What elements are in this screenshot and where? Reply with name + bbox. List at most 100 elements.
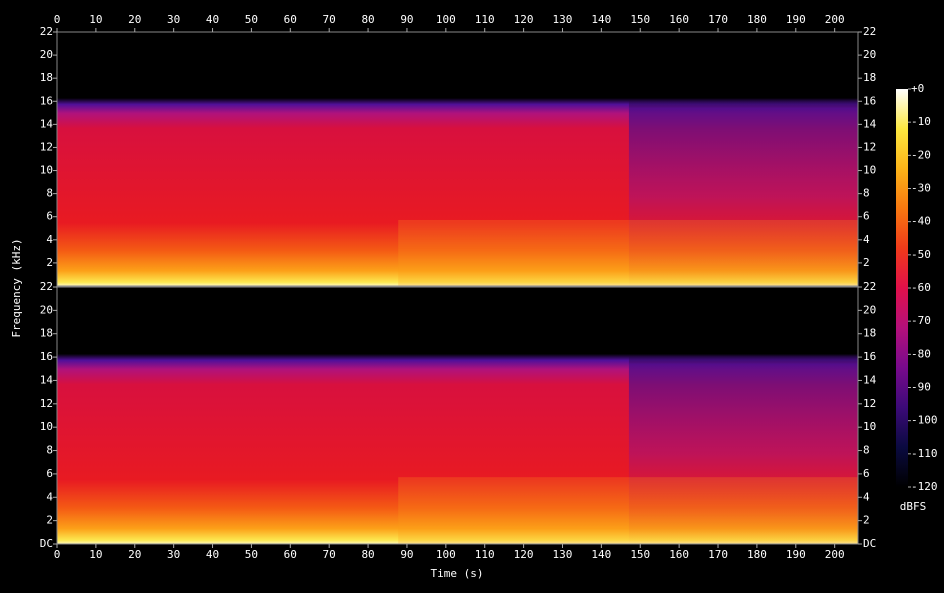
y-tick-label-right: 10 bbox=[863, 164, 876, 177]
x-tick-label-top: 80 bbox=[361, 13, 374, 26]
y-tick-label: 10 bbox=[40, 420, 53, 433]
colorbar-tick-label: -10 bbox=[911, 115, 931, 128]
y-tick-label-right: 12 bbox=[863, 397, 876, 410]
x-tick-label-top: 90 bbox=[400, 13, 413, 26]
y-tick-label-right: 2 bbox=[863, 514, 870, 527]
x-tick-label: 140 bbox=[591, 548, 611, 561]
y-tick-label-right: 4 bbox=[863, 490, 870, 503]
y-tick-label: 22 bbox=[40, 25, 53, 38]
y-tick-label-right: 8 bbox=[863, 187, 870, 200]
y-tick-label: 4 bbox=[46, 233, 53, 246]
x-tick-label: 130 bbox=[553, 548, 573, 561]
colorbar-label: dBFS bbox=[900, 500, 927, 513]
y-tick-label: 2 bbox=[46, 256, 53, 269]
x-tick-label-top: 190 bbox=[786, 13, 806, 26]
y-tick-label-right: 14 bbox=[863, 373, 877, 386]
x-tick-label-top: 20 bbox=[128, 13, 141, 26]
x-tick-label-top: 150 bbox=[630, 13, 650, 26]
colorbar-tick-label: -50 bbox=[911, 248, 931, 261]
y-tick-label-right: 20 bbox=[863, 48, 876, 61]
spectrogram-overlay bbox=[628, 287, 858, 544]
y-tick-label: DC bbox=[40, 537, 53, 550]
x-tick-label: 110 bbox=[475, 548, 495, 561]
y-tick-label-right: 6 bbox=[863, 210, 870, 223]
colorbar-tick-label: -40 bbox=[911, 215, 931, 228]
x-tick-label-top: 140 bbox=[591, 13, 611, 26]
x-tick-label-top: 100 bbox=[436, 13, 456, 26]
y-tick-label: 8 bbox=[46, 444, 53, 457]
x-tick-label: 80 bbox=[361, 548, 374, 561]
x-tick-label-top: 160 bbox=[669, 13, 689, 26]
x-tick-label-top: 70 bbox=[323, 13, 336, 26]
x-axis-label: Time (s) bbox=[431, 567, 484, 580]
colorbar-tick-label: -110 bbox=[911, 447, 938, 460]
plot-frame bbox=[56, 31, 859, 287]
x-tick-label: 150 bbox=[630, 548, 650, 561]
y-tick-label-right: 12 bbox=[863, 140, 876, 153]
colorbar-tick-label: -20 bbox=[911, 148, 931, 161]
x-tick-label: 40 bbox=[206, 548, 219, 561]
x-tick-label-top: 0 bbox=[54, 13, 61, 26]
y-tick-label: 22 bbox=[40, 280, 53, 293]
y-tick-label: 20 bbox=[40, 48, 53, 61]
x-tick-label: 30 bbox=[167, 548, 180, 561]
colorbar-tick-label: -80 bbox=[911, 347, 931, 360]
x-tick-label: 20 bbox=[128, 548, 141, 561]
x-tick-label: 200 bbox=[825, 548, 845, 561]
y-tick-label-right: DC bbox=[863, 537, 876, 550]
x-tick-label: 170 bbox=[708, 548, 728, 561]
colorbar-tick-label: +0 bbox=[911, 82, 924, 95]
y-axis-label: Frequency (kHz) bbox=[10, 238, 23, 337]
x-tick-label: 0 bbox=[54, 548, 61, 561]
y-tick-label: 6 bbox=[46, 210, 53, 223]
spectrogram-overlay bbox=[398, 477, 858, 544]
x-tick-label-top: 110 bbox=[475, 13, 495, 26]
x-tick-label-top: 60 bbox=[284, 13, 297, 26]
y-tick-label-right: 22 bbox=[863, 25, 876, 38]
colorbar-tick-label: -90 bbox=[911, 381, 931, 394]
x-tick-label: 180 bbox=[747, 548, 767, 561]
y-tick-label: 18 bbox=[40, 327, 53, 340]
y-tick-label-right: 18 bbox=[863, 71, 876, 84]
x-tick-label: 190 bbox=[786, 548, 806, 561]
y-tick-label: 16 bbox=[40, 350, 53, 363]
y-tick-label-right: 10 bbox=[863, 420, 876, 433]
y-tick-label-right: 4 bbox=[863, 233, 870, 246]
colorbar-tick-label: -70 bbox=[911, 314, 931, 327]
y-tick-label: 2 bbox=[46, 514, 53, 527]
y-tick-label-right: 16 bbox=[863, 350, 876, 363]
x-tick-label-top: 200 bbox=[825, 13, 845, 26]
y-tick-label: 20 bbox=[40, 303, 53, 316]
y-tick-label: 14 bbox=[40, 117, 54, 130]
y-tick-label-right: 8 bbox=[863, 444, 870, 457]
y-tick-label: 18 bbox=[40, 71, 53, 84]
y-tick-label-right: 14 bbox=[863, 117, 877, 130]
x-tick-label-top: 120 bbox=[514, 13, 534, 26]
y-tick-label: 12 bbox=[40, 140, 53, 153]
y-tick-label: 6 bbox=[46, 467, 53, 480]
y-tick-label: 16 bbox=[40, 94, 53, 107]
x-tick-label: 120 bbox=[514, 548, 534, 561]
y-tick-label-right: 18 bbox=[863, 327, 876, 340]
y-tick-label: 10 bbox=[40, 164, 53, 177]
x-tick-label: 70 bbox=[323, 548, 336, 561]
y-tick-label: 12 bbox=[40, 397, 53, 410]
y-tick-label-right: 16 bbox=[863, 94, 876, 107]
x-tick-label-top: 50 bbox=[245, 13, 258, 26]
y-tick-label-right: 20 bbox=[863, 303, 876, 316]
x-tick-label: 50 bbox=[245, 548, 258, 561]
x-tick-label: 160 bbox=[669, 548, 689, 561]
y-tick-label-right: 6 bbox=[863, 467, 870, 480]
x-tick-label-top: 10 bbox=[89, 13, 102, 26]
x-tick-label-top: 170 bbox=[708, 13, 728, 26]
colorbar-tick-label: -60 bbox=[911, 281, 931, 294]
x-tick-label: 60 bbox=[284, 548, 297, 561]
spectrogram-overlay bbox=[398, 219, 858, 286]
x-tick-label-top: 40 bbox=[206, 13, 219, 26]
x-tick-label-top: 180 bbox=[747, 13, 767, 26]
x-tick-label-top: 30 bbox=[167, 13, 180, 26]
colorbar-tick-label: -30 bbox=[911, 182, 931, 195]
colorbar-tick-label: -120 bbox=[911, 480, 938, 493]
